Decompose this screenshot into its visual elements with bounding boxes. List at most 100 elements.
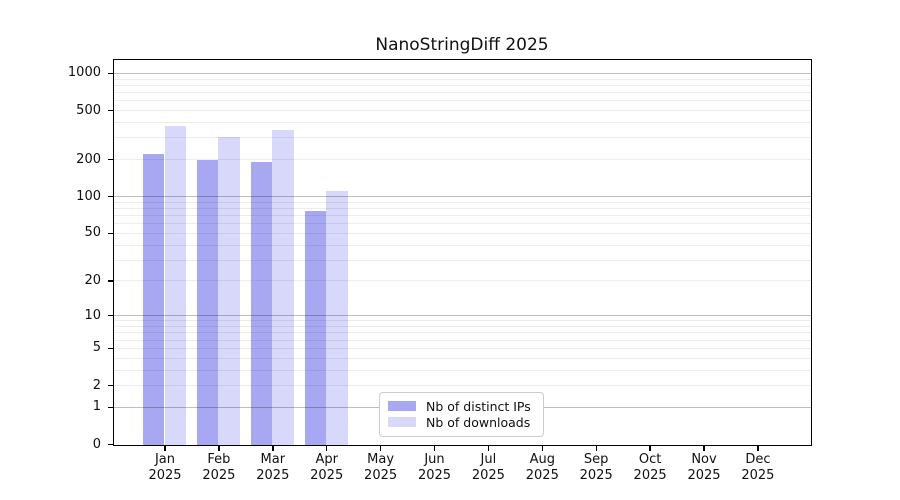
gridline-200 bbox=[113, 159, 811, 161]
x-tick-month-oct: Oct bbox=[638, 452, 662, 467]
x-tick-month-sep: Sep bbox=[583, 452, 609, 467]
y-tick-5 bbox=[107, 347, 114, 349]
bars-layer bbox=[114, 60, 811, 445]
gridline-700 bbox=[113, 92, 811, 93]
x-tick-month-may: May bbox=[367, 452, 395, 467]
x-tick-year-feb: 2025 bbox=[202, 467, 236, 483]
gridline-60 bbox=[113, 223, 811, 225]
x-tick-label-jan: Jan 2025 bbox=[129, 452, 201, 483]
grid-layer bbox=[113, 60, 811, 446]
y-tick-label-1000: 1000 bbox=[67, 65, 101, 81]
legend-swatch-distinct-ips-icon bbox=[388, 401, 416, 411]
x-tick-year-sep: 2025 bbox=[579, 467, 613, 483]
x-tick-label-oct: Oct 2025 bbox=[614, 452, 686, 483]
gridline-500 bbox=[113, 110, 811, 111]
x-tick-jun bbox=[433, 446, 436, 451]
x-tick-month-apr: Apr bbox=[315, 452, 338, 467]
x-tick-month-mar: Mar bbox=[260, 452, 286, 467]
bar-nb-of-distinct-ips-mar bbox=[250, 161, 273, 445]
y-tick-label-0: 0 bbox=[92, 436, 101, 452]
bar-nb-of-distinct-ips-feb bbox=[196, 160, 219, 445]
gridline-2 bbox=[113, 385, 811, 386]
y-tick-label-200: 200 bbox=[76, 151, 101, 167]
y-tick-500 bbox=[107, 109, 114, 112]
gridline-9 bbox=[113, 320, 811, 322]
legend: Nb of distinct IPs Nb of downloads bbox=[379, 392, 544, 437]
x-tick-year-apr: 2025 bbox=[310, 467, 344, 483]
y-tick-20 bbox=[107, 280, 114, 282]
gridline-1000 bbox=[113, 72, 811, 74]
gridline-8 bbox=[113, 326, 811, 327]
x-tick-dec bbox=[757, 446, 759, 451]
gridline-100 bbox=[113, 196, 811, 198]
x-tick-year-nov: 2025 bbox=[687, 467, 721, 483]
legend-label-downloads: Nb of downloads bbox=[426, 414, 531, 430]
gridline-900 bbox=[113, 78, 811, 80]
y-tick-100 bbox=[107, 195, 114, 198]
gridline-6 bbox=[113, 339, 811, 341]
bar-nb-of-downloads-feb bbox=[218, 137, 241, 445]
y-tick-1 bbox=[107, 406, 114, 408]
gridline-90 bbox=[113, 201, 811, 203]
x-tick-apr bbox=[325, 446, 328, 451]
gridline-50 bbox=[113, 232, 811, 234]
legend-item-downloads: Nb of downloads bbox=[388, 414, 543, 430]
x-tick-month-feb: Feb bbox=[207, 452, 231, 467]
x-tick-label-nov: Nov 2025 bbox=[668, 452, 740, 483]
x-tick-feb bbox=[218, 446, 220, 451]
x-tick-year-jan: 2025 bbox=[148, 467, 182, 483]
y-tick-50 bbox=[107, 232, 114, 234]
gridline-70 bbox=[113, 215, 811, 216]
x-tick-year-mar: 2025 bbox=[256, 467, 290, 483]
x-tick-label-dec: Dec 2025 bbox=[722, 452, 794, 483]
y-tick-label-5: 5 bbox=[92, 340, 101, 356]
gridline-300 bbox=[113, 137, 811, 139]
y-tick-label-100: 100 bbox=[76, 188, 101, 204]
legend-swatch-downloads-icon bbox=[388, 417, 416, 427]
x-tick-label-sep: Sep 2025 bbox=[560, 452, 632, 483]
x-tick-year-dec: 2025 bbox=[741, 467, 775, 483]
x-tick-label-apr: Apr 2025 bbox=[291, 452, 363, 483]
x-tick-label-jun: Jun 2025 bbox=[399, 452, 471, 483]
x-tick-nov bbox=[703, 446, 705, 451]
gridline-20 bbox=[113, 280, 811, 282]
x-tick-label-may: May 2025 bbox=[345, 452, 417, 483]
gridline-800 bbox=[113, 84, 811, 86]
x-tick-year-jul: 2025 bbox=[471, 467, 505, 483]
y-tick-label-2: 2 bbox=[92, 377, 101, 393]
x-tick-year-may: 2025 bbox=[364, 467, 398, 483]
x-tick-month-nov: Nov bbox=[691, 452, 717, 467]
bar-nb-of-downloads-jan bbox=[164, 126, 187, 445]
y-tick-0 bbox=[107, 443, 114, 446]
bar-nb-of-distinct-ips-apr bbox=[304, 210, 327, 445]
x-tick-month-dec: Dec bbox=[745, 452, 771, 467]
gridline-600 bbox=[113, 100, 811, 102]
x-tick-year-jun: 2025 bbox=[417, 467, 452, 483]
gridline-4 bbox=[113, 357, 811, 359]
bar-nb-of-downloads-mar bbox=[272, 130, 294, 445]
x-tick-label-jul: Jul 2025 bbox=[452, 452, 524, 483]
gridline-40 bbox=[113, 244, 811, 246]
gridline-80 bbox=[113, 207, 811, 209]
x-tick-month-jan: Jan bbox=[154, 452, 176, 467]
x-tick-year-aug: 2025 bbox=[525, 467, 559, 483]
gridline-30 bbox=[113, 259, 811, 261]
y-tick-label-1: 1 bbox=[92, 399, 101, 415]
y-tick-200 bbox=[107, 158, 114, 161]
x-tick-month-aug: Aug bbox=[529, 452, 555, 467]
gridline-5 bbox=[113, 347, 811, 349]
x-tick-label-mar: Mar 2025 bbox=[237, 452, 309, 483]
x-tick-mar bbox=[272, 446, 274, 451]
x-tick-aug bbox=[541, 446, 543, 451]
chart-title: NanoStringDiff 2025 bbox=[375, 35, 549, 55]
x-tick-month-jun: Jun bbox=[424, 452, 445, 467]
legend-label-distinct-ips: Nb of distinct IPs bbox=[426, 398, 531, 414]
x-tick-oct bbox=[649, 446, 651, 451]
x-tick-jan bbox=[164, 446, 166, 451]
x-tick-jul bbox=[487, 446, 490, 451]
gridline-7 bbox=[113, 332, 811, 334]
gridline-10 bbox=[113, 315, 811, 317]
x-tick-month-jul: Jul bbox=[480, 452, 497, 467]
x-tick-label-aug: Aug 2025 bbox=[506, 452, 578, 483]
